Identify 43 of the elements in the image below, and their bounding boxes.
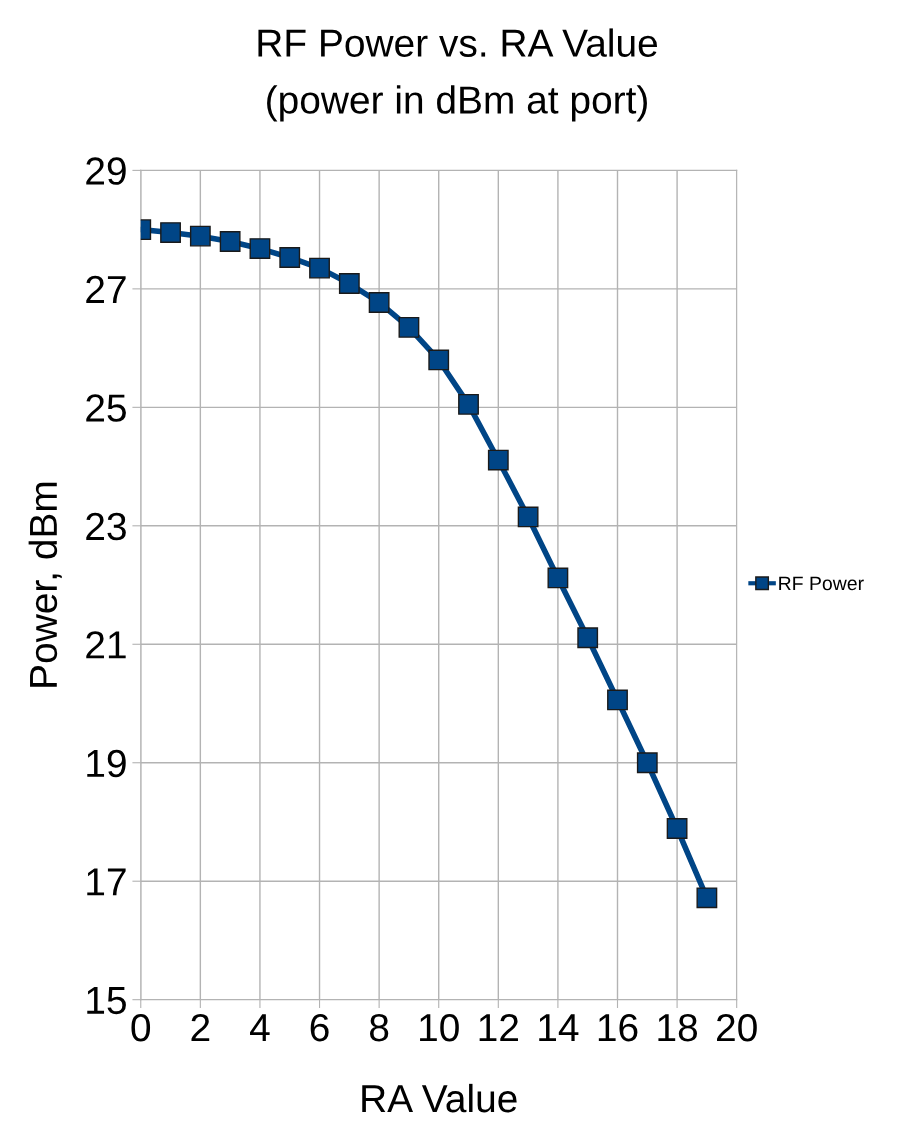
x-tick-label: 4: [250, 1014, 270, 1042]
y-tick-label: 21: [86, 631, 126, 659]
point: [398, 316, 420, 338]
point: [219, 231, 241, 252]
y-tick-label: 15: [87, 987, 126, 1015]
x-tick-label: 10: [420, 1013, 459, 1042]
point: [368, 292, 390, 313]
y-tick-label: 19: [87, 749, 126, 778]
x-tick-label: 12: [479, 1013, 518, 1042]
y-axis-title: Power, dBm: [28, 482, 62, 687]
x-tick-label: 18: [658, 1013, 698, 1042]
x-tick-label: 14: [539, 1014, 579, 1042]
point: [309, 257, 330, 279]
point: [607, 689, 628, 711]
point: [428, 349, 450, 371]
legend-label: RF Power: [779, 576, 864, 591]
chart-subtitle: (power in dBm at port): [267, 85, 647, 122]
y-tick-label: 25: [86, 394, 126, 422]
point: [517, 506, 539, 528]
x-tick-label: 2: [191, 1013, 210, 1042]
point: [696, 887, 718, 909]
point: [487, 449, 509, 471]
point: [666, 818, 688, 839]
point: [249, 238, 271, 260]
y-tick-label: 23: [86, 512, 126, 541]
point: [189, 225, 211, 247]
y-tick-label: 29: [86, 157, 126, 185]
point: [577, 627, 599, 649]
x-axis-title: RA Value: [362, 1083, 517, 1113]
x-tick-label: 20: [717, 1013, 757, 1042]
point: [338, 273, 360, 294]
x-tick-label: 8: [370, 1013, 389, 1042]
chart-title: RF Power vs. RA Value: [258, 28, 658, 57]
point: [636, 752, 658, 774]
x-tick-label: 6: [310, 1013, 329, 1042]
point: [547, 567, 569, 589]
point: [160, 222, 181, 244]
x-tick-label: 16: [598, 1013, 638, 1042]
x-tick-label: 0: [131, 1013, 151, 1042]
point: [279, 247, 301, 268]
point: [458, 393, 479, 415]
y-tick-label: 27: [86, 275, 126, 303]
y-tick-label: 17: [87, 868, 126, 896]
